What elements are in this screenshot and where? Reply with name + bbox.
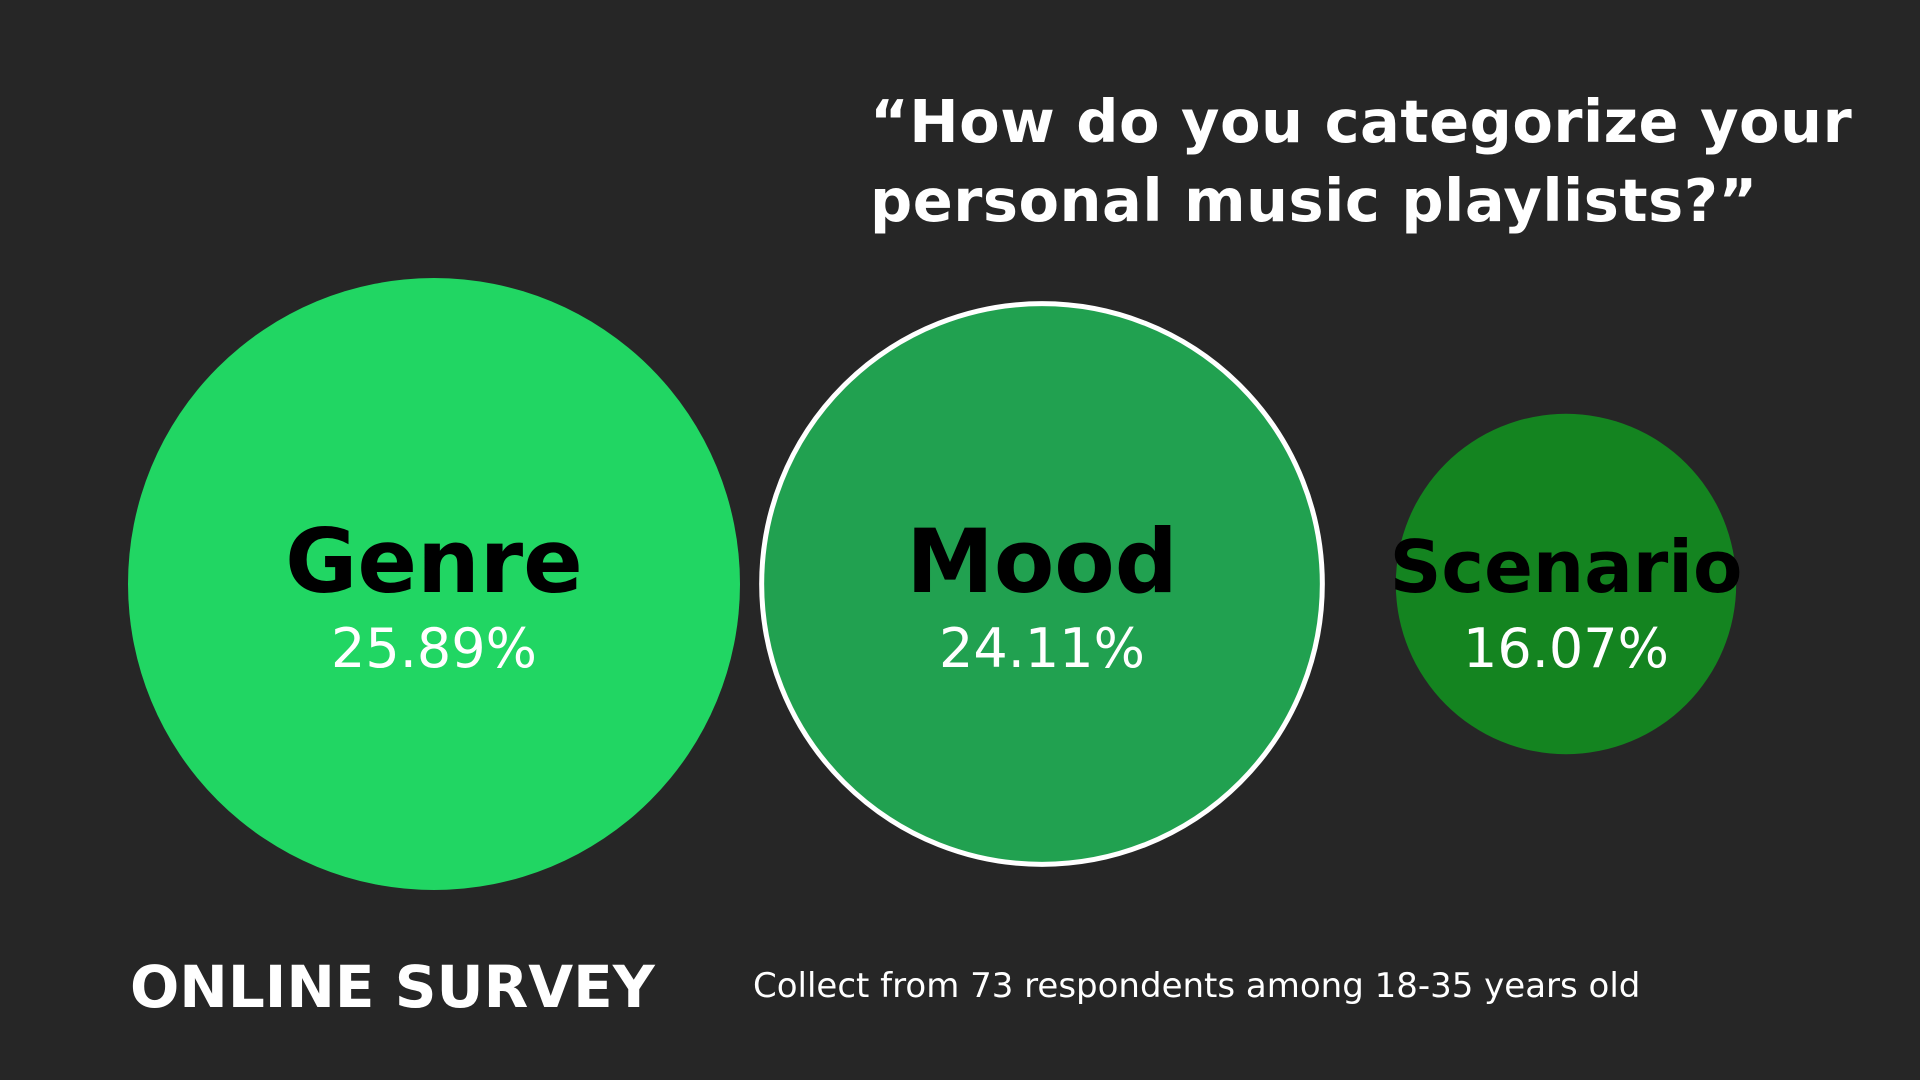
bubble-scenario <box>1395 413 1737 755</box>
bubble-mood <box>759 301 1325 867</box>
bubble-genre <box>128 278 740 890</box>
survey-question: “How do you categorize your personal mus… <box>870 87 1853 235</box>
survey-note: Collect from 73 respondents among 18-35 … <box>753 966 1641 1006</box>
survey-title: ONLINE SURVEY <box>130 953 655 1021</box>
